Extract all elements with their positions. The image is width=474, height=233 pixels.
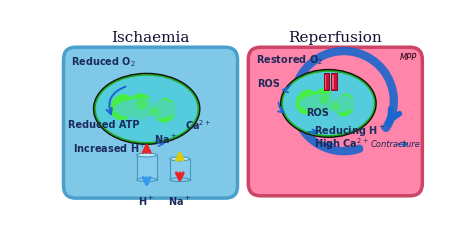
Ellipse shape	[128, 93, 153, 119]
Text: Na$^+$: Na$^+$	[168, 195, 191, 208]
Text: Ca$^{2+}$: Ca$^{2+}$	[185, 118, 211, 132]
Ellipse shape	[137, 153, 157, 157]
Text: ROS: ROS	[306, 108, 329, 118]
Ellipse shape	[114, 98, 179, 119]
Ellipse shape	[283, 72, 374, 135]
Ellipse shape	[300, 93, 357, 113]
Bar	[325, 75, 326, 89]
Ellipse shape	[154, 98, 176, 123]
Ellipse shape	[296, 89, 318, 114]
Ellipse shape	[331, 102, 339, 111]
Ellipse shape	[96, 76, 198, 142]
Text: Contracture: Contracture	[371, 140, 421, 149]
Ellipse shape	[319, 93, 329, 104]
Text: Reducing H$^+$: Reducing H$^+$	[314, 124, 385, 140]
Ellipse shape	[335, 93, 355, 116]
Bar	[332, 75, 334, 89]
Text: ROS: ROS	[257, 79, 281, 89]
FancyBboxPatch shape	[248, 47, 422, 196]
Ellipse shape	[93, 73, 200, 144]
Ellipse shape	[281, 69, 376, 137]
Ellipse shape	[110, 94, 135, 120]
Bar	[137, 155, 157, 180]
Ellipse shape	[149, 107, 159, 117]
Text: Reduced O$_2$: Reduced O$_2$	[71, 55, 136, 69]
Text: MPP: MPP	[400, 53, 417, 62]
Text: Reperfusion: Reperfusion	[289, 31, 382, 45]
Text: Restored O$_2$: Restored O$_2$	[256, 53, 323, 67]
Bar	[170, 159, 190, 180]
Text: Ischaemia: Ischaemia	[111, 31, 190, 45]
Ellipse shape	[312, 89, 334, 113]
Text: Na$^+$: Na$^+$	[155, 133, 177, 146]
Bar	[324, 73, 329, 90]
Ellipse shape	[136, 98, 147, 110]
Ellipse shape	[170, 157, 190, 161]
Text: H$^+$: H$^+$	[138, 195, 155, 208]
Text: High Ca$^{2+}$: High Ca$^{2+}$	[314, 136, 369, 152]
Text: Increased H$^+$: Increased H$^+$	[73, 141, 146, 155]
Ellipse shape	[170, 178, 190, 182]
Bar	[331, 73, 337, 90]
Text: Reduced ATP: Reduced ATP	[68, 120, 140, 130]
FancyBboxPatch shape	[64, 47, 237, 198]
Ellipse shape	[137, 178, 157, 182]
